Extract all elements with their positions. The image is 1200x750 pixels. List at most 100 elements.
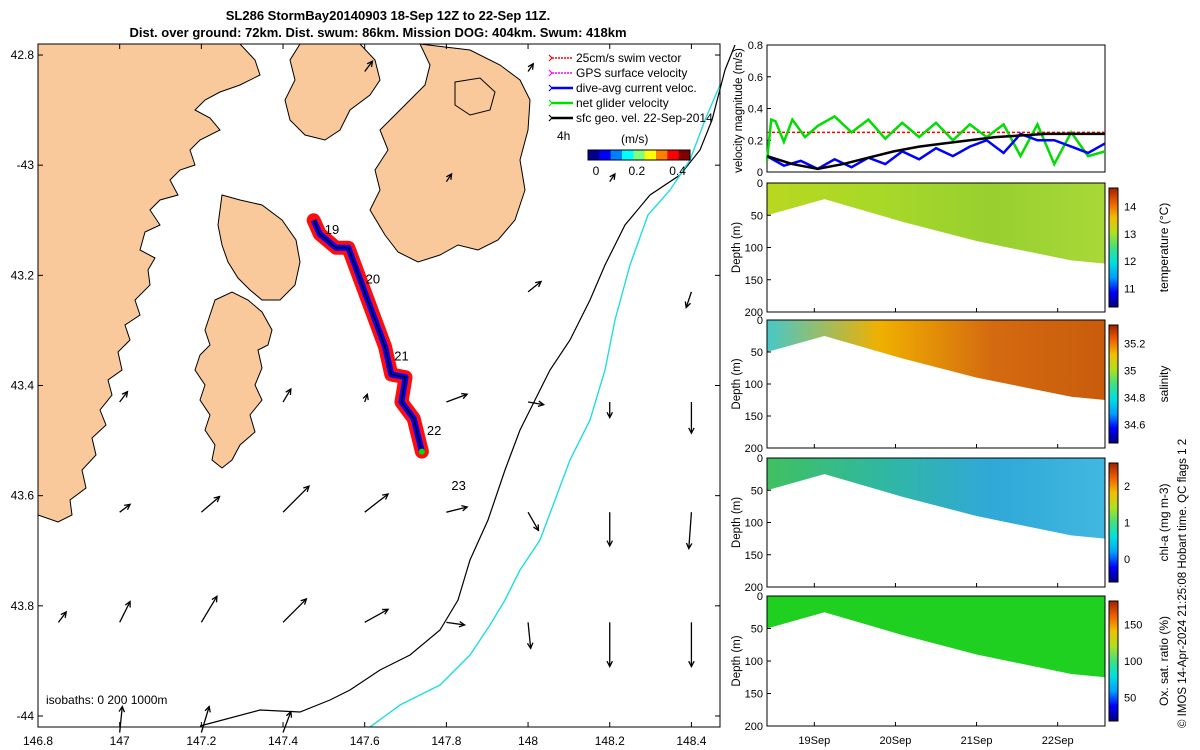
- depth-panel: 0 50 100 150 200 Depth (m) 19Sep 20Sep 21Sep 22Se…: [731, 591, 1171, 747]
- geo-vector-shaft: [446, 393, 468, 403]
- depth-cbar-tick: 35: [1124, 366, 1136, 378]
- map-colorbar: 0 0.2 0.4: [587, 149, 691, 178]
- map-cbar-cell: [656, 150, 668, 160]
- depth-cbar-label: Ox. sat. ratio (%): [1157, 616, 1171, 706]
- map-y-ticks: 42.8 -43 43.2 43.4 43.6 43.8 -44: [11, 48, 720, 723]
- geo-vector: [364, 608, 390, 623]
- map-y-tick-label: 43.2: [11, 268, 35, 282]
- depth-cbar-tick: 1: [1124, 518, 1130, 530]
- geo-vector-head: [609, 172, 616, 180]
- geo-vector: [282, 710, 293, 733]
- depth-panel-data: [767, 596, 1105, 678]
- map-y-tick-label: 42.8: [11, 48, 35, 62]
- day-label: 23: [451, 478, 465, 493]
- geo-vector-shaft: [57, 611, 67, 623]
- depth-colorbar: [1108, 600, 1119, 722]
- depth-y-tick-label: 150: [745, 550, 763, 562]
- map-cbar-cell: [678, 150, 691, 160]
- velocity-y-tick-label: 0.6: [748, 72, 763, 84]
- geo-vector-head: [527, 62, 535, 70]
- geo-vector-head: [124, 503, 132, 511]
- geo-vector: [446, 620, 467, 628]
- depth-panel: 0 50 100 150 200 Depth (m) 34.6 34.8 35 35.2 salin…: [731, 315, 1171, 455]
- depth-panel: 0 50 100 150 200 Depth (m) 11 12 13 14 temperature…: [731, 178, 1171, 319]
- geo-vector-head: [458, 620, 467, 628]
- map-x-tick-label: 147.6: [350, 734, 380, 748]
- geo-vector: [200, 705, 211, 733]
- depth-cbar-tick: 14: [1124, 202, 1136, 214]
- geo-vector: [446, 392, 469, 403]
- geo-vector-head: [535, 280, 543, 288]
- legend-swatch-head: [548, 114, 553, 122]
- geo-vector: [527, 280, 543, 293]
- velocity-y-tick-label: 0.2: [748, 135, 763, 147]
- map-cbar-tick: 0: [593, 164, 600, 178]
- depth-ylabel: Depth (m): [731, 635, 743, 686]
- map-x-tick-label: 147.4: [268, 734, 298, 748]
- legend-extra: 4h: [557, 129, 570, 143]
- geo-vector-shaft: [119, 706, 123, 733]
- legend-swatch-head: [548, 99, 553, 107]
- map-x-tick-label: 147.8: [431, 734, 461, 748]
- depth-panel: 0 50 100 150 200 Depth (m) 0 1 2 chl-a (mg m-3): [731, 453, 1171, 594]
- geo-vector-head: [688, 427, 695, 435]
- geo-vector-shaft: [446, 506, 468, 513]
- legend-label: GPS surface velocity: [576, 66, 687, 80]
- geo-vector-head: [461, 392, 469, 400]
- geo-vector-shaft: [200, 706, 210, 733]
- geo-vector: [606, 622, 614, 668]
- geo-vector-head: [446, 172, 453, 180]
- legend-swatch-head: [548, 54, 553, 62]
- depth-cbar-tick: 12: [1124, 256, 1136, 268]
- depth-y-tick-label: 100: [745, 243, 763, 255]
- depth-y-tick-label: 150: [745, 411, 763, 423]
- map-y-tick-label: -43: [17, 158, 35, 172]
- geo-vector-head: [204, 705, 211, 713]
- depth-y-tick-label: 200: [745, 582, 763, 594]
- geo-vector: [119, 503, 132, 513]
- geo-vector-shaft: [282, 388, 292, 403]
- track-line: [312, 219, 423, 452]
- depth-panel-data: [767, 183, 1105, 264]
- geo-vector: [364, 59, 374, 72]
- geo-vector-head: [461, 505, 469, 512]
- geo-vector: [688, 622, 695, 668]
- geo-vector-head: [606, 540, 614, 548]
- title-line2: Dist. over ground: 72km. Dist. swum: 86k…: [129, 25, 626, 40]
- legend-swatch-head: [548, 69, 553, 77]
- depth-y-tick-label: 150: [745, 275, 763, 287]
- map-cbar-cell: [633, 150, 646, 160]
- geo-vector: [282, 387, 292, 403]
- depth-colorbar: [1108, 462, 1119, 583]
- geo-vector-head: [606, 411, 614, 420]
- day-label: 20: [366, 272, 380, 287]
- day-label: 19: [325, 222, 339, 237]
- day-label: 22: [427, 423, 441, 438]
- depth-cbar-tick: 11: [1124, 283, 1135, 295]
- velocity-y-tick-label: 0.4: [748, 104, 763, 116]
- geo-vector: [609, 172, 616, 183]
- geo-vector-shaft: [364, 493, 389, 513]
- geo-vector-head: [362, 392, 369, 401]
- map-x-tick-label: 147: [110, 734, 130, 748]
- geo-vector-head: [285, 710, 293, 718]
- geo-vector-head: [684, 301, 691, 309]
- isobaths: [199, 44, 736, 728]
- land-northmid: [217, 194, 301, 301]
- geo-vector: [446, 505, 469, 513]
- geo-vector: [118, 705, 126, 733]
- depth-y-tick-label: 200: [745, 443, 763, 455]
- map-x-tick-label: 148: [518, 734, 538, 748]
- depth-y-tick-label: 150: [745, 689, 763, 701]
- depth-ylabel: Depth (m): [731, 358, 743, 409]
- day-label: 21: [394, 349, 408, 364]
- geo-vector-shaft: [445, 173, 453, 183]
- map-x-tick-label: 147.2: [186, 734, 216, 748]
- geo-vector-shaft: [200, 596, 218, 623]
- geo-vector-shaft: [119, 503, 131, 513]
- geo-vector-head: [366, 59, 374, 68]
- geo-vector-head: [118, 705, 126, 713]
- geo-vector-shaft: [609, 173, 616, 183]
